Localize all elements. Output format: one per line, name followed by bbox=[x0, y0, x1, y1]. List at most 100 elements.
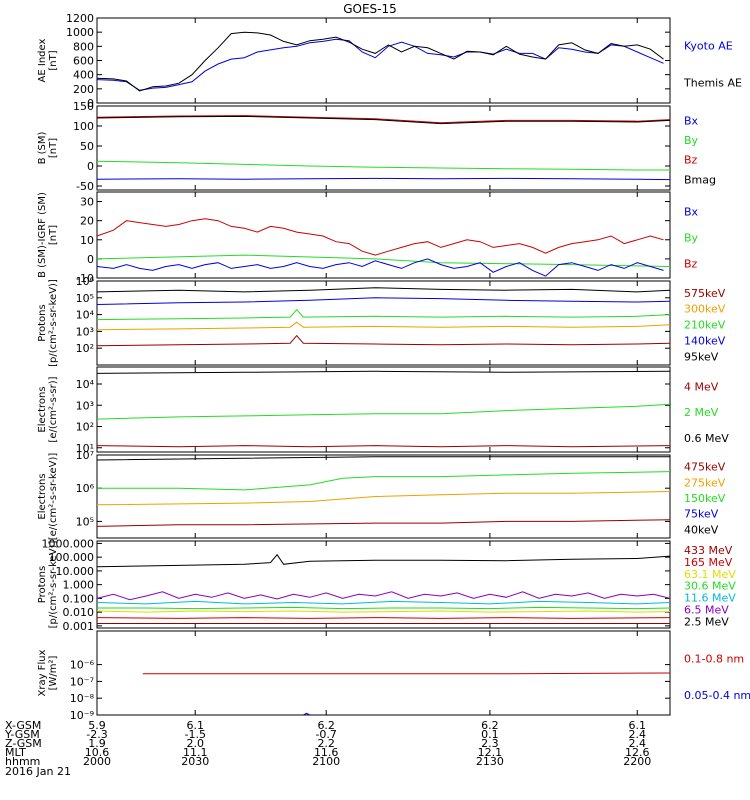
y-axis-label: Protons bbox=[37, 566, 48, 603]
time-axis-value: 11.1 bbox=[183, 746, 208, 759]
time-axis-value: 2100 bbox=[312, 755, 340, 768]
y-tick-label: 10.000 bbox=[56, 565, 95, 578]
series-bmag bbox=[96, 115, 671, 125]
legend-entry: 165 MeV bbox=[684, 556, 733, 569]
series-140kev bbox=[96, 297, 671, 305]
y-tick-label: 10⁴ bbox=[76, 378, 95, 391]
time-axis-value: 0.1 bbox=[481, 728, 499, 741]
y-axis-label: [p/(cm²-s-sr-keV)] bbox=[48, 541, 59, 629]
legend-entry: Bz bbox=[684, 258, 698, 271]
time-axis-value: -0.7 bbox=[315, 728, 336, 741]
legend-entry: 433 MeV bbox=[684, 544, 733, 557]
time-axis-value: 2000 bbox=[83, 755, 111, 768]
y-tick-label: 50 bbox=[80, 140, 94, 153]
y-tick-label: 600 bbox=[73, 55, 94, 68]
time-axis-row-label: hhmm bbox=[5, 755, 40, 768]
panel-frame bbox=[96, 280, 671, 366]
legend-entry: Bx bbox=[684, 206, 699, 219]
series-63-1-mev bbox=[96, 610, 671, 613]
series-bz bbox=[96, 218, 664, 256]
time-axis-row-label: X-GSM bbox=[5, 719, 41, 732]
y-axis-label: [e/(cm²-s-sr-keV)] bbox=[48, 453, 59, 541]
series-0-6-mev bbox=[96, 370, 671, 374]
y-tick-label: 10² bbox=[76, 421, 94, 434]
time-axis-value: 11.6 bbox=[314, 746, 339, 759]
y-axis-label: [e/(cm²-s-sr)] bbox=[48, 376, 59, 442]
y-tick-label: 100.000 bbox=[49, 551, 95, 564]
legend-entry: 63.1 MeV bbox=[684, 568, 736, 581]
legend-entry: Bmag bbox=[684, 173, 716, 186]
panel-electrons2: 10⁵ 10⁶ 10⁷ Electrons [e/(cm²-s-sr-keV)] 475k… bbox=[37, 449, 726, 540]
series-by bbox=[96, 160, 670, 171]
panel-frame bbox=[96, 454, 671, 539]
series-40kev bbox=[96, 456, 670, 461]
legend-entry: 4 MeV bbox=[684, 380, 719, 393]
legend-entry: 0.1-0.8 nm bbox=[684, 652, 744, 665]
legend-entry: Themis AE bbox=[683, 77, 742, 90]
y-tick-label: 150 bbox=[73, 100, 94, 113]
series-575kev bbox=[96, 334, 671, 347]
legend-entry: 275keV bbox=[684, 476, 726, 489]
legend-entry: 2 MeV bbox=[684, 406, 719, 419]
time-axis-value: 10.6 bbox=[85, 746, 110, 759]
legend-entry: 575keV bbox=[684, 287, 726, 300]
y-tick-label: 10⁵ bbox=[76, 292, 94, 305]
series-kyoto-ae bbox=[96, 38, 664, 91]
time-axis-value: 2.4 bbox=[629, 728, 647, 741]
panel-frame bbox=[96, 105, 671, 191]
time-axis-value: 1.9 bbox=[88, 737, 106, 750]
series-2-mev bbox=[96, 403, 671, 420]
series-by bbox=[96, 254, 671, 267]
legend-entry: 11.6 MeV bbox=[684, 592, 736, 605]
series-210kev bbox=[96, 308, 671, 321]
series-bx bbox=[96, 258, 664, 277]
y-axis-label: [W/m²] bbox=[48, 655, 59, 690]
y-tick-label: 0.010 bbox=[63, 606, 95, 619]
series-6-5-mev bbox=[96, 591, 671, 601]
y-tick-label: 0 bbox=[87, 97, 94, 110]
series-themis-ae bbox=[96, 31, 664, 92]
date-label: 2016 Jan 21 bbox=[5, 765, 71, 778]
y-tick-label: 10⁻⁸ bbox=[70, 692, 95, 705]
time-axis-value: 2030 bbox=[181, 755, 209, 768]
legend-entry: 75keV bbox=[684, 508, 719, 521]
y-tick-label: 10³ bbox=[76, 399, 94, 412]
legend-entry: 300keV bbox=[684, 303, 726, 316]
time-axis-value: -2.3 bbox=[86, 728, 107, 741]
legend-entry: 95keV bbox=[684, 350, 719, 363]
series-95kev bbox=[96, 287, 671, 293]
y-tick-label: 0 bbox=[87, 160, 94, 173]
legend-entry: 150keV bbox=[684, 492, 726, 505]
series-bx bbox=[96, 177, 671, 181]
series-4-mev bbox=[96, 445, 671, 448]
y-tick-label: 800 bbox=[73, 40, 94, 53]
y-axis-label: [nT] bbox=[48, 50, 59, 70]
y-tick-label: 10⁷ bbox=[76, 449, 94, 462]
series-2-5-mev bbox=[96, 553, 671, 568]
time-axis-value: 2.4 bbox=[629, 737, 647, 750]
series-0-1-0-8-nm bbox=[142, 672, 671, 675]
y-tick-label: 1000.000 bbox=[42, 537, 95, 550]
y-axis-label: Electrons bbox=[37, 473, 48, 519]
panel-bsm: -50 0 50 100 150 B (SM) [nT] Bx By Bz Bmag bbox=[37, 100, 716, 193]
time-axis-value: -1.5 bbox=[184, 728, 205, 741]
legend-entry: By bbox=[684, 232, 699, 245]
time-axis-value: 12.1 bbox=[478, 746, 503, 759]
panel-protons1: 10² 10³ 10⁴ 10⁵ 10⁶ Protons [p/(cm²-s-sr-keV)]… bbox=[37, 275, 726, 367]
time-axis-value: 6.1 bbox=[629, 719, 647, 732]
legend-entry: 6.5 MeV bbox=[684, 604, 729, 617]
y-tick-label: 400 bbox=[73, 69, 94, 82]
series-150kev bbox=[97, 471, 671, 491]
legend-entry: 0.05-0.4 nm bbox=[684, 689, 750, 702]
y-tick-label: 1.000 bbox=[63, 579, 95, 592]
y-axis-label: [nT] bbox=[48, 225, 59, 245]
y-tick-label: 1200 bbox=[66, 12, 94, 25]
y-axis-label: B (SM) bbox=[37, 131, 48, 164]
y-tick-label: 200 bbox=[73, 83, 94, 96]
y-tick-label: 0 bbox=[87, 253, 94, 266]
time-axis-row-label: MLT bbox=[5, 746, 26, 759]
y-tick-label: 10⁻⁹ bbox=[70, 709, 94, 722]
panel-frame bbox=[96, 17, 671, 104]
panel-electrons1: 10¹ 10² 10³ 10⁴ Electrons [e/(cm²-s-sr)] 4 MeV… bbox=[37, 366, 729, 455]
